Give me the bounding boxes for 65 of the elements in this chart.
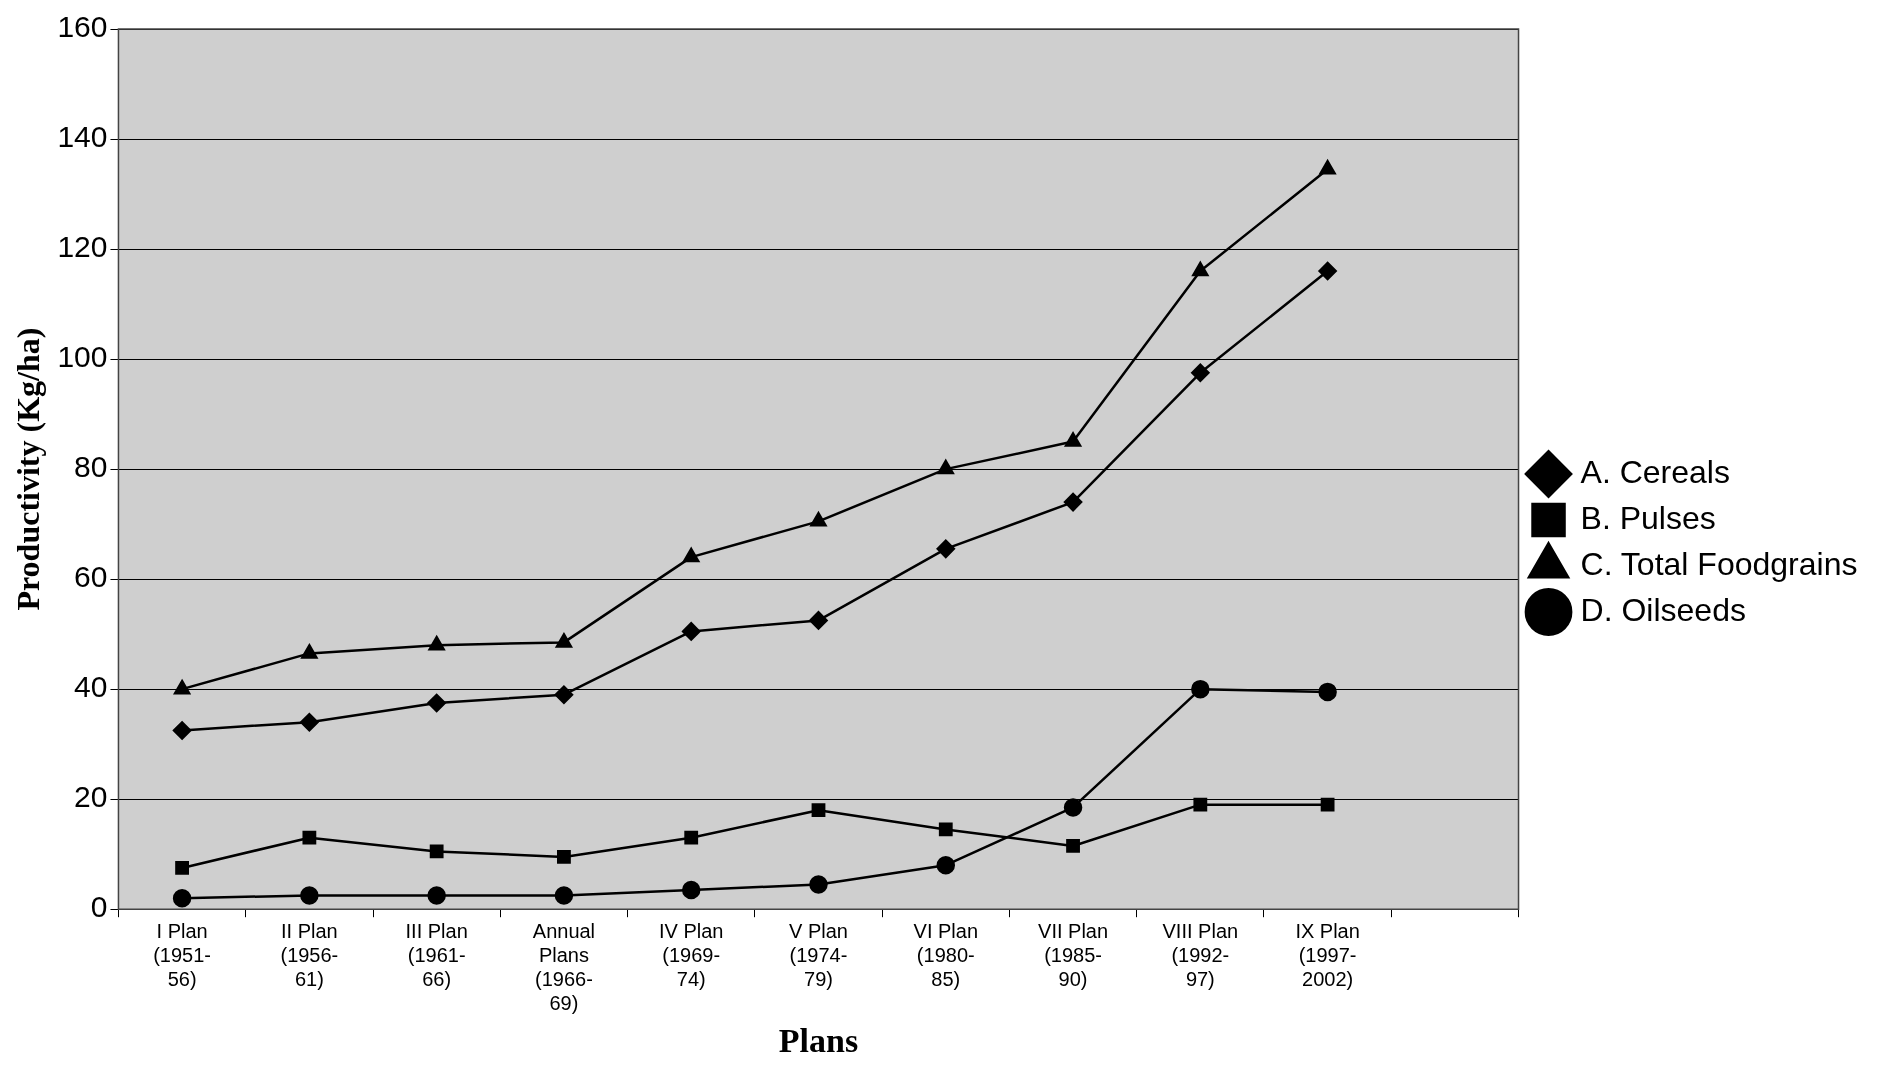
point [555, 633, 573, 648]
x-axis-title: Plans [778, 1022, 859, 1060]
point [300, 712, 319, 732]
point [810, 512, 827, 527]
point [301, 644, 318, 659]
point [1191, 363, 1210, 383]
point [1063, 798, 1083, 817]
x-tick-label: VII Plan (1985- 90) [1038, 919, 1109, 990]
x-tick-label: Annual Plans (1966- 69) [532, 919, 596, 1014]
point [683, 547, 700, 563]
point [427, 693, 446, 713]
point [1192, 261, 1209, 277]
y-tick-label: 140 [57, 120, 108, 154]
point [809, 611, 828, 630]
point [175, 861, 189, 875]
y-tick-label: 60 [74, 560, 108, 594]
legend-label: A. Cereals [1580, 453, 1730, 490]
point [1318, 261, 1337, 281]
point [554, 685, 574, 704]
x-tick-label: IV Plan (1969- 74) [658, 919, 724, 990]
legend-label: D. Oilseeds [1580, 591, 1746, 628]
legend-label: C. Total Foodgrains [1580, 545, 1858, 582]
point [302, 830, 317, 845]
point [173, 679, 191, 695]
point [557, 850, 571, 864]
point [809, 875, 828, 894]
legend-label: B. Pulses [1580, 499, 1716, 536]
point [172, 888, 192, 908]
y-tick-label: 20 [74, 780, 108, 814]
point [1064, 432, 1082, 447]
point [429, 844, 444, 859]
x-tick-label: III Plan (1961- 66) [405, 919, 468, 990]
x-tick-label: II Plan (1956- 61) [280, 919, 339, 990]
point [300, 886, 319, 905]
x-tick-label: V Plan (1974- 79) [789, 919, 848, 990]
point [554, 886, 574, 905]
x-tick-label: VI Plan (1980- 85) [913, 919, 979, 990]
point [681, 622, 701, 641]
point [936, 539, 956, 559]
point [684, 830, 699, 845]
point [936, 855, 956, 875]
point [1193, 797, 1208, 812]
y-tick-label: 100 [57, 340, 108, 374]
y-tick-label: 0 [90, 890, 108, 924]
y-axis-title: Productivity (Kg/ha) [10, 327, 47, 611]
point [172, 721, 192, 740]
point [1066, 839, 1080, 853]
point [427, 886, 446, 905]
point [1191, 679, 1210, 699]
point [1319, 160, 1336, 175]
x-tick-label: IX Plan (1997- 2002) [1295, 919, 1360, 990]
point [428, 635, 445, 651]
point [1320, 797, 1335, 812]
point [1318, 682, 1337, 702]
x-tick-label: I Plan (1951- 56) [153, 919, 211, 990]
y-tick-label: 80 [74, 450, 108, 484]
x-tick-label: VIII Plan (1992- 97) [1162, 919, 1239, 990]
y-tick-label: 120 [57, 230, 108, 264]
point [1063, 492, 1083, 512]
point [938, 822, 953, 837]
y-tick-label: 40 [74, 670, 108, 704]
y-tick-label: 160 [57, 10, 108, 44]
point [937, 459, 954, 475]
point [681, 880, 701, 900]
point [811, 803, 826, 818]
